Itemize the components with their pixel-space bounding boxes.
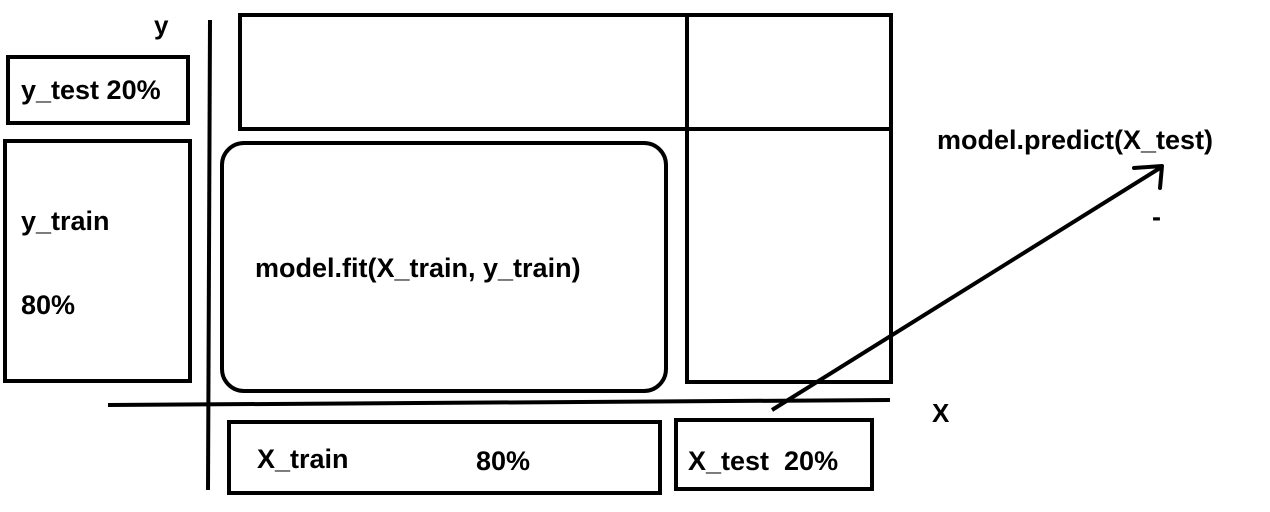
data-matrix-right-column <box>685 13 893 384</box>
y-test-label: y_test 20% <box>21 75 161 105</box>
y-train-percent: 80% <box>21 290 75 320</box>
model-predict-label: model.predict(X_test) <box>937 125 1213 155</box>
x-test-label: X_test 20% <box>688 446 838 476</box>
model-fit-label: model.fit(X_train, y_train) <box>255 253 581 283</box>
x-test-box <box>674 418 874 491</box>
y-axis-label: y <box>154 10 169 40</box>
x-axis-label: X <box>932 398 950 428</box>
x-train-percent: 80% <box>476 446 530 476</box>
y-train-label: y_train <box>21 206 110 236</box>
y-test-box <box>6 55 190 125</box>
model-fit-box <box>220 141 668 393</box>
data-matrix-top-left-cell <box>238 13 689 131</box>
predict-arrow-head <box>1132 164 1164 190</box>
predict-arrow-line <box>770 166 1162 412</box>
x-train-box <box>227 420 662 495</box>
x-axis-line <box>107 398 891 407</box>
y-axis-line <box>206 19 212 491</box>
predict-mark: - <box>1152 202 1161 232</box>
y-train-box <box>3 139 192 383</box>
x-train-label: X_train <box>257 444 349 474</box>
